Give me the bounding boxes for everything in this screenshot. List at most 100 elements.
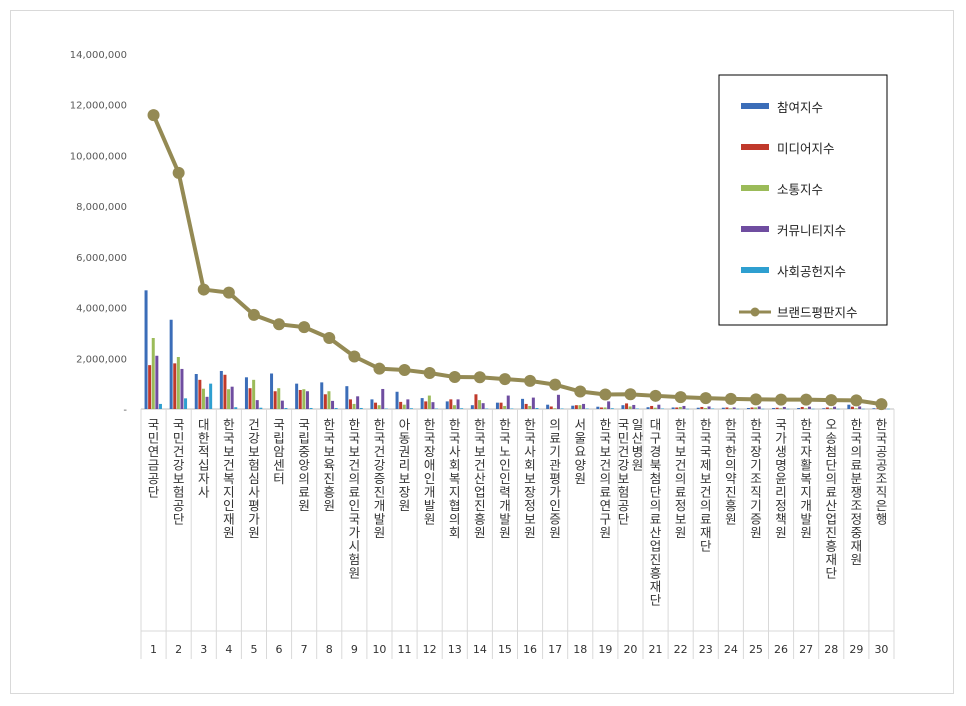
bar-소통지수-18	[578, 405, 582, 409]
line-point-15	[498, 373, 511, 386]
bar-사회공헌지수-7	[309, 407, 313, 409]
bar-소통지수-16	[528, 405, 532, 409]
bar-커뮤니티지수-12	[431, 402, 435, 409]
legend-label-4: 커뮤니티지수	[777, 223, 846, 238]
bar-소통지수-24	[729, 408, 733, 409]
bar-사회공헌지수-23	[711, 408, 715, 409]
bar-참여지수-23	[696, 407, 700, 409]
bar-미디어지수-13	[449, 399, 453, 409]
bar-소통지수-17	[553, 408, 557, 409]
bar-소통지수-6	[277, 388, 281, 409]
bar-커뮤니티지수-13	[456, 399, 460, 409]
bar-참여지수-18	[571, 405, 575, 409]
line-point-14	[473, 371, 486, 384]
bar-사회공헌지수-15	[510, 408, 514, 409]
bar-참여지수-15	[495, 402, 499, 409]
bar-사회공헌지수-9	[359, 407, 363, 409]
line-point-29	[850, 394, 863, 407]
rank-label-10: 10	[372, 643, 386, 656]
bar-소통지수-29	[854, 408, 858, 409]
bar-미디어지수-22	[675, 407, 679, 409]
bar-사회공헌지수-29	[861, 408, 865, 410]
y-tick-label: 14,000,000	[70, 50, 127, 61]
bar-line-chart: - 2,000,000 4,000,000 6,000,000 8,000,000 10,…	[70, 50, 895, 659]
bar-소통지수-20	[628, 406, 632, 409]
bar-소통지수-4	[227, 389, 231, 409]
bar-참여지수-3	[194, 374, 198, 409]
bar-미디어지수-27	[800, 406, 804, 409]
rank-label-29: 29	[849, 643, 863, 656]
line-point-21	[649, 389, 662, 402]
rank-label-6: 6	[276, 643, 283, 656]
bar-사회공헌지수-30	[886, 408, 890, 410]
line-point-27	[800, 393, 813, 406]
bar-사회공헌지수-10	[384, 408, 388, 409]
bar-참여지수-22	[671, 407, 675, 409]
bar-참여지수-16	[521, 398, 525, 409]
bar-소통지수-11	[402, 404, 406, 409]
line-point-8	[323, 332, 336, 344]
legend-swatch-소통지수	[741, 185, 769, 191]
bar-미디어지수-7	[298, 389, 302, 409]
y-tick-label: 12,000,000	[70, 101, 127, 112]
bar-소통지수-13	[452, 405, 456, 409]
bar-참여지수-26	[772, 407, 776, 409]
rank-label-1: 1	[150, 643, 157, 656]
bar-소통지수-10	[377, 405, 381, 409]
bar-커뮤니티지수-14	[481, 403, 485, 409]
rank-label-21: 21	[649, 643, 663, 656]
bar-미디어지수-15	[499, 402, 503, 409]
bar-사회공헌지수-6	[284, 407, 288, 409]
line-point-12	[423, 366, 436, 379]
line-point-10	[373, 362, 386, 375]
line-point-23	[699, 392, 712, 405]
bar-미디어지수-14	[474, 394, 478, 409]
legend-label-3: 소통지수	[777, 182, 823, 197]
bar-참여지수-20	[621, 405, 625, 409]
rank-label-24: 24	[724, 643, 738, 656]
bar-참여지수-12	[420, 398, 424, 409]
y-tick-label: -	[123, 405, 127, 416]
bar-사회공헌지수-4	[234, 407, 238, 409]
legend-label-5: 사회공헌지수	[777, 264, 846, 279]
bar-커뮤니티지수-18	[582, 403, 586, 409]
y-tick-label: 4,000,000	[76, 304, 127, 315]
bar-소통지수-12	[427, 395, 431, 409]
bar-미디어지수-18	[574, 405, 578, 409]
bar-사회공헌지수-1	[158, 403, 162, 409]
bar-사회공헌지수-27	[811, 408, 815, 410]
bar-커뮤니티지수-28	[833, 406, 837, 409]
bar-커뮤니티지수-1	[155, 355, 159, 409]
bar-참여지수-29	[847, 404, 851, 409]
rank-label-12: 12	[423, 643, 437, 656]
bar-커뮤니티지수-2	[180, 368, 184, 409]
legend-box	[718, 74, 888, 326]
bar-커뮤니티지수-24	[732, 407, 736, 409]
bar-소통지수-19	[603, 407, 607, 409]
bar-사회공헌지수-28	[836, 408, 840, 410]
bar-미디어지수-21	[650, 405, 654, 409]
rank-label-16: 16	[523, 643, 537, 656]
bar-사회공헌지수-14	[485, 408, 489, 409]
bar-미디어지수-19	[599, 407, 603, 409]
line-point-5	[247, 308, 260, 321]
bar-커뮤니티지수-3	[205, 396, 209, 409]
bar-참여지수-7	[295, 383, 299, 409]
bar-사회공헌지수-3	[209, 383, 213, 409]
line-point-3	[197, 283, 210, 296]
line-point-2	[172, 166, 185, 179]
bar-미디어지수-11	[399, 401, 403, 409]
bar-사회공헌지수-19	[610, 408, 614, 409]
